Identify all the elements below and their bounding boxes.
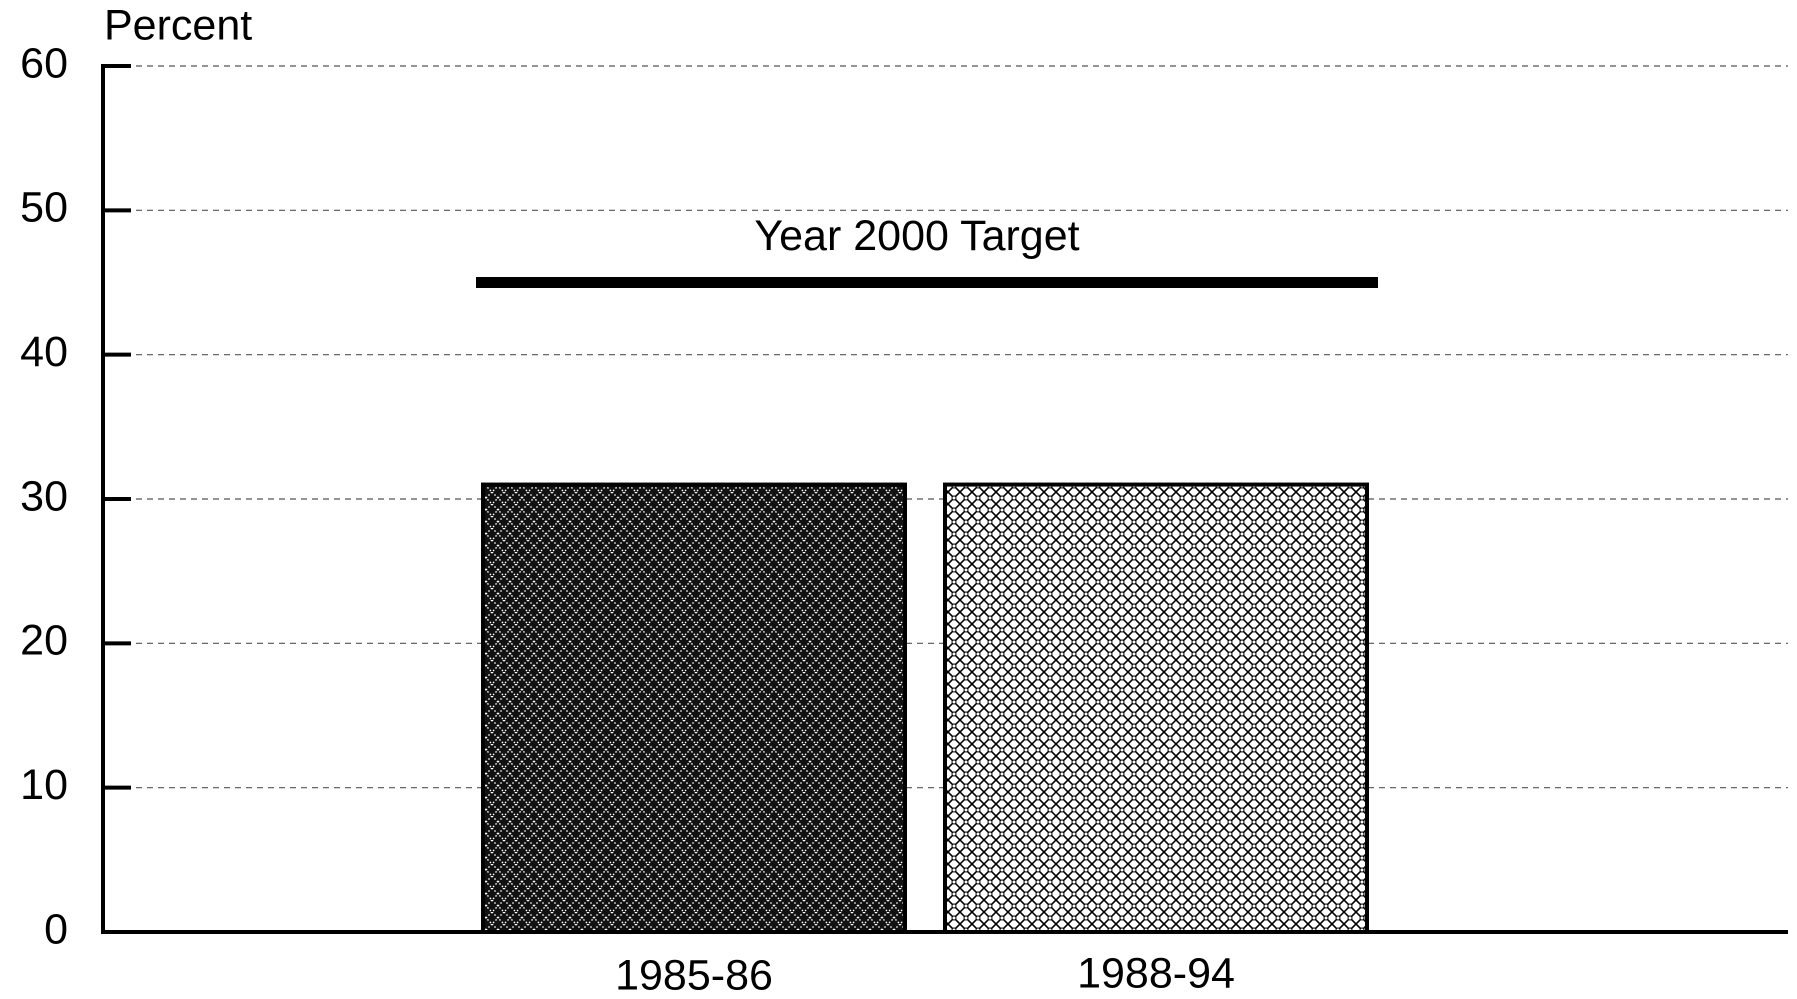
y-tick-label: 10 <box>20 761 68 809</box>
y-tick-label: 50 <box>20 184 68 232</box>
y-tick-label: 30 <box>20 472 68 520</box>
y-tick-label: 20 <box>20 617 68 665</box>
x-tick-label: 1988-94 <box>1077 949 1235 997</box>
target-label: Year 2000 Target <box>754 212 1079 260</box>
x-tick-label: 1985-86 <box>615 951 773 999</box>
bar <box>481 482 907 934</box>
y-tick-label: 60 <box>20 39 68 87</box>
y-tick-label: 40 <box>20 328 68 376</box>
y-axis-label: Percent <box>104 1 252 49</box>
bar <box>943 482 1369 934</box>
y-tick-label: 0 <box>44 905 68 953</box>
